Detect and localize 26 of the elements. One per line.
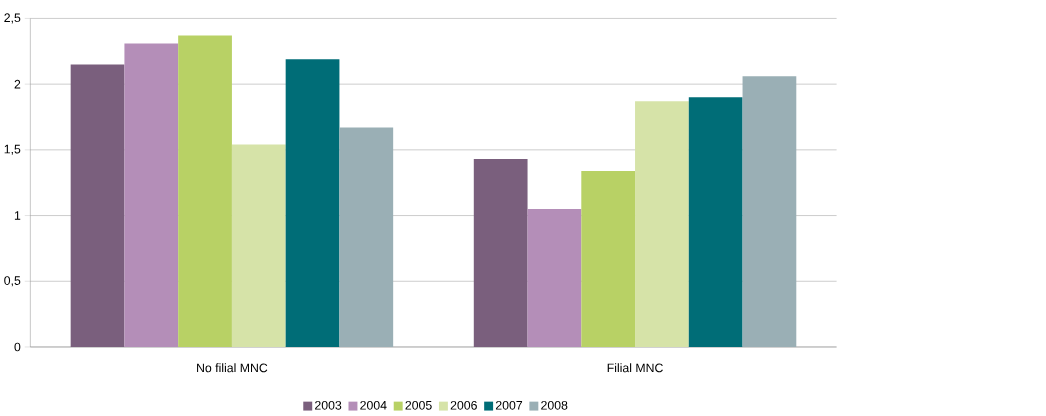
x-tick-label: Filial MNC [607,363,663,373]
bar [688,97,743,348]
legend-label: 2005 [405,401,432,410]
bar [339,127,394,348]
y-tick-label: 1,5 [4,144,21,156]
bar [635,101,689,348]
legend-label: 2004 [360,401,387,410]
x-tick-label: No filial MNC [197,363,268,373]
y-tick-label: 1 [14,211,21,220]
bar [231,144,286,348]
bar [178,35,232,348]
y-tick-label: 2,5 [4,13,21,24]
bar [527,209,582,348]
bar [124,43,179,348]
bar [742,76,797,348]
legend-label: 2008 [541,401,568,410]
legend-label: 2006 [450,401,477,410]
y-tick-label: 0,5 [4,276,21,287]
y-tick-label: 2 [14,80,21,89]
bar [70,64,125,348]
legend-label: 2003 [315,401,342,410]
bar [285,59,340,348]
bar [581,171,636,348]
y-tick-label: 0 [14,342,21,352]
legend-label: 2007 [495,401,523,410]
bar [473,159,528,348]
